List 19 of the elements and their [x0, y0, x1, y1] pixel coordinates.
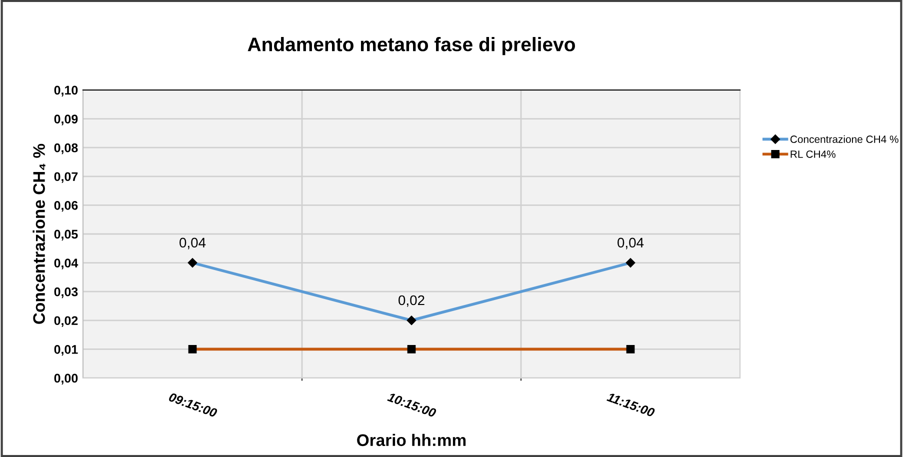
data-label: 0,04: [180, 238, 206, 250]
y-tick-label: 0,06: [54, 201, 78, 212]
y-tick-label: 0,08: [54, 143, 78, 154]
y-tick-label: 0,07: [54, 172, 78, 183]
data-label: 0,04: [618, 238, 644, 250]
y-tick-label: 0,04: [54, 258, 78, 270]
y-tick-label: 0,10: [54, 86, 78, 96]
legend-label: RL CH4%: [790, 150, 836, 158]
data-label: 0,02: [398, 295, 424, 307]
y-tick-label: 0,05: [54, 230, 78, 240]
chart-title: Andamento metano fase di prelievo: [248, 37, 575, 56]
x-axis-title: Orario hh:mm: [357, 434, 466, 446]
y-tick-label: 0,09: [54, 114, 78, 126]
y-tick-label: 0,00: [54, 374, 78, 384]
legend-label: Concentrazione CH4 %: [790, 135, 898, 143]
y-axis-title: Concentrazione CH₄ %: [32, 144, 46, 324]
y-tick-label: 0,03: [54, 287, 78, 298]
y-tick-label: 0,01: [54, 345, 78, 356]
y-tick-label: 0,02: [54, 316, 78, 327]
